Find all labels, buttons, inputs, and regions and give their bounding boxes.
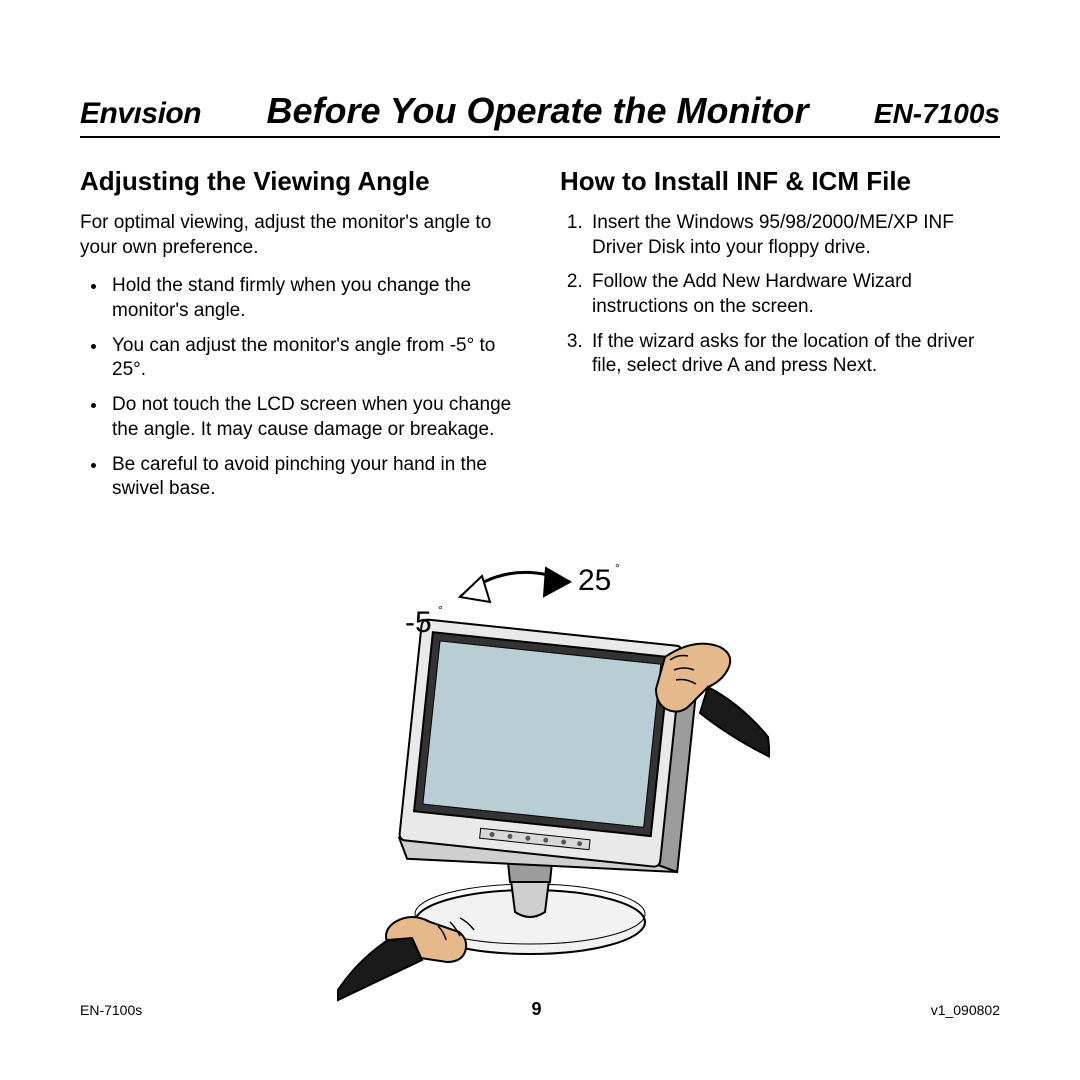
content-columns: Adjusting the Viewing Angle For optimal … [80,166,1000,512]
brand-logo: Envısion [80,97,201,131]
left-bullets: Hold the stand firmly when you change th… [80,274,520,502]
left-column: Adjusting the Viewing Angle For optimal … [80,166,520,512]
list-item: You can adjust the monitor's angle from … [108,334,520,383]
model-number: EN-7100s [874,98,1000,130]
list-item: If the wizard asks for the location of t… [588,330,1000,379]
list-item: Be careful to avoid pinching your hand i… [108,453,520,502]
page-number: 9 [531,999,541,1020]
list-item: Follow the Add New Hardware Wizard instr… [588,270,1000,319]
left-hand [338,917,474,1000]
page-title: Before You Operate the Monitor [201,90,874,132]
right-heading: How to Install INF & ICM File [560,166,1000,197]
list-item: Hold the stand firmly when you change th… [108,274,520,323]
neg-degree-mark: ° [438,603,443,617]
page-header: Envısion Before You Operate the Monitor … [80,90,1000,138]
neg-angle-label: -5 [405,606,432,639]
left-heading: Adjusting the Viewing Angle [80,166,520,197]
page-footer: EN-7100s 9 v1_090802 [80,999,1000,1020]
tilt-figure: -5 ° 25 ° [80,542,1000,1002]
right-column: How to Install INF & ICM File Insert the… [560,166,1000,512]
list-item: Insert the Windows 95/98/2000/ME/XP INF … [588,211,1000,260]
footer-version: v1_090802 [931,1002,1000,1018]
manual-page: Envısion Before You Operate the Monitor … [0,0,1080,1080]
list-item: Do not touch the LCD screen when you cha… [108,393,520,442]
pos-degree-mark: ° [615,561,620,575]
monitor-tilt-illustration: -5 ° 25 ° [310,542,770,1002]
left-intro: For optimal viewing, adjust the monitor'… [80,211,520,260]
right-steps: Insert the Windows 95/98/2000/ME/XP INF … [560,211,1000,379]
pos-angle-label: 25 [578,564,611,597]
footer-model: EN-7100s [80,1002,142,1018]
